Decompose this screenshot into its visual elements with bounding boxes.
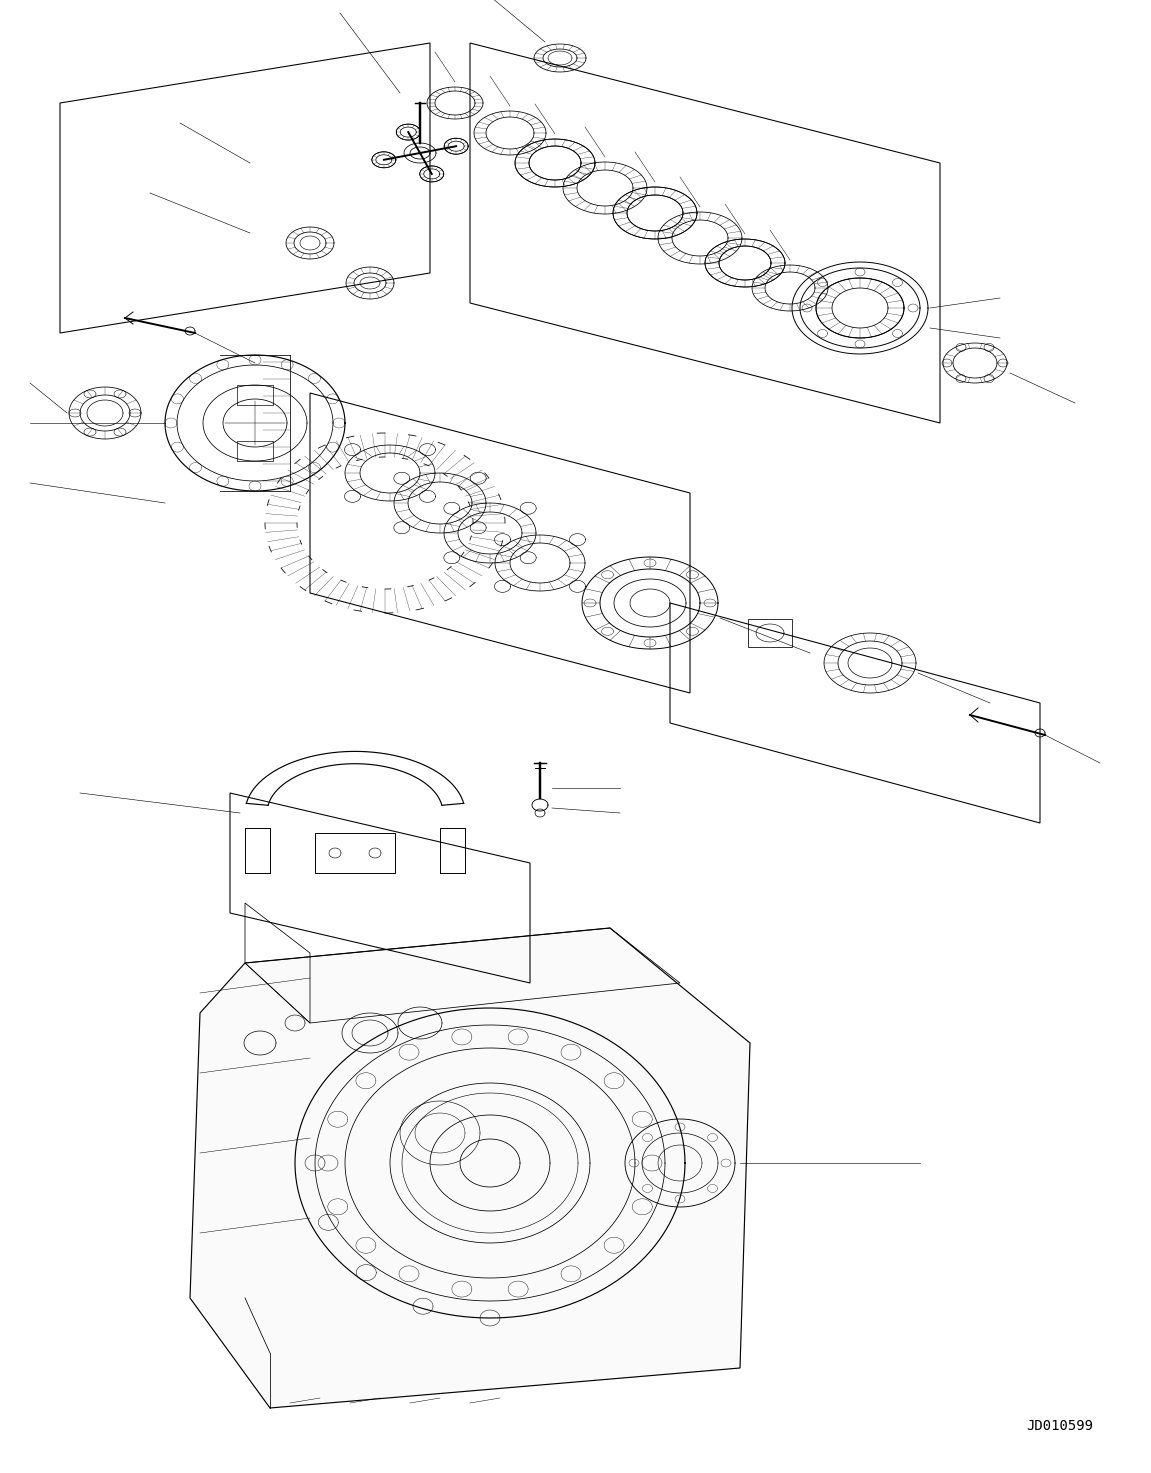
Text: JD010599: JD010599 <box>1027 1418 1093 1433</box>
Polygon shape <box>190 928 750 1408</box>
